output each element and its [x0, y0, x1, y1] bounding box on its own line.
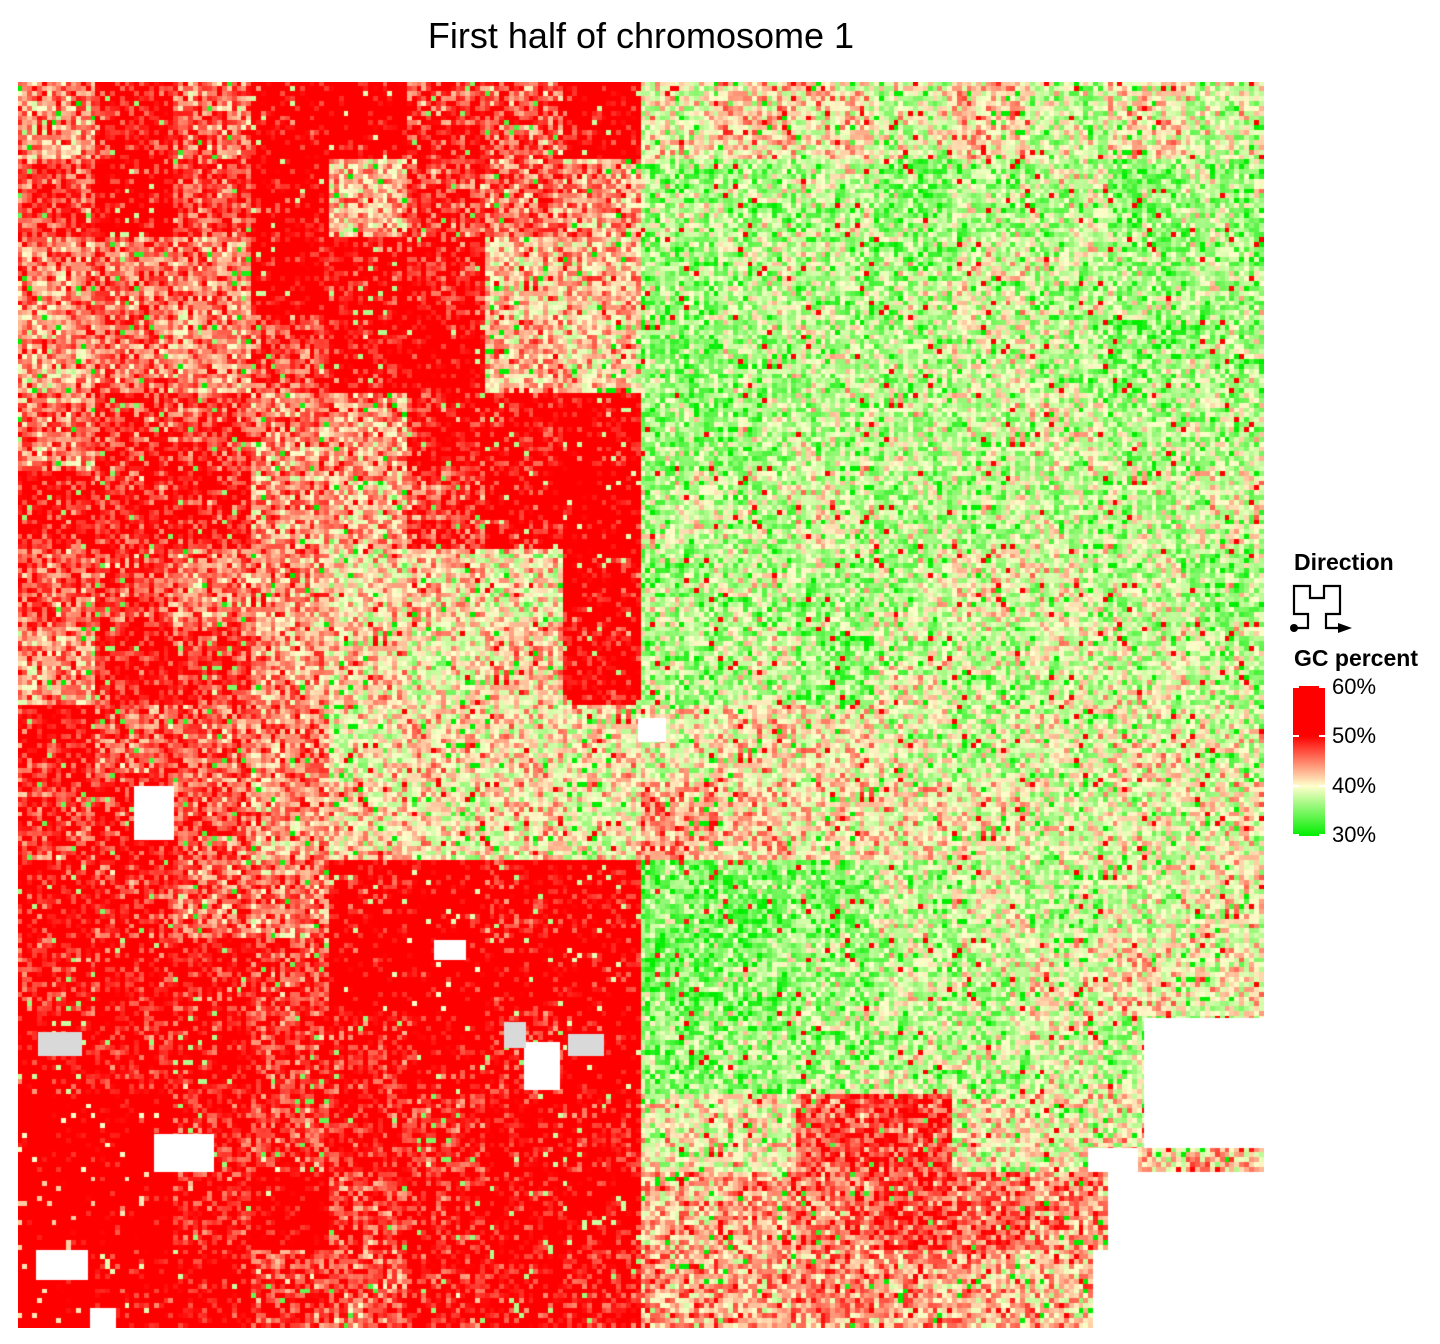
gc-legend-title: GC percent — [1294, 645, 1418, 671]
legend: Direction GC percent — [1290, 548, 1440, 848]
gc-tick-30: 30% — [1332, 822, 1377, 847]
colorbar-wrap: 60% 50% 40% 30% — [1290, 674, 1440, 848]
gc-tick-40: 40% — [1332, 773, 1377, 798]
gc-tick-50: 50% — [1332, 723, 1377, 748]
gc-tick-60: 60% — [1332, 674, 1377, 699]
gc-colorbar — [1293, 686, 1325, 836]
hilbert-heatmap — [18, 82, 1264, 1328]
hilbert-direction-icon — [1290, 584, 1352, 633]
chart-title: First half of chromosome 1 — [427, 15, 855, 56]
direction-legend-title: Direction — [1294, 549, 1394, 575]
